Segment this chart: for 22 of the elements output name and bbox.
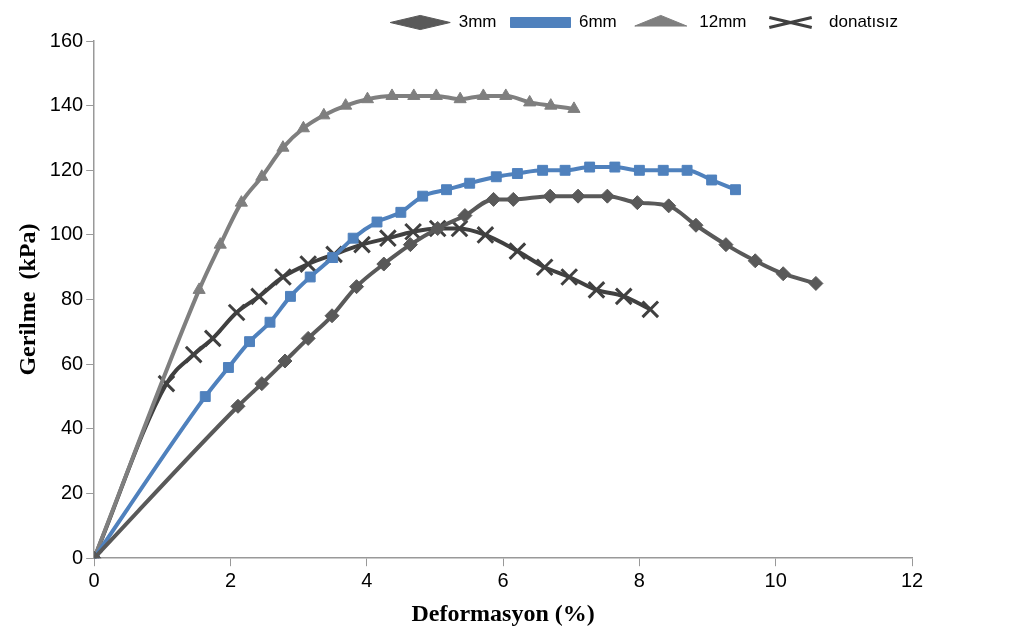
x-tick-label: 10 — [764, 568, 787, 591]
legend-label: donatısız — [829, 12, 899, 32]
x-tick-label: 8 — [633, 568, 645, 591]
y-tick-label: 20 — [60, 481, 84, 504]
y-tick-label: 140 — [49, 93, 84, 116]
y-tick-label: 120 — [49, 157, 84, 180]
y-tick-label: 80 — [60, 287, 84, 310]
y-tick-label: 0 — [72, 545, 84, 568]
y-tick-label: 60 — [60, 351, 84, 374]
y-tick-label: 160 — [49, 28, 84, 51]
x-tick-label: 4 — [361, 568, 373, 591]
x-tick-label: 0 — [88, 568, 100, 591]
x-axis-title: Deformasyon (%) — [411, 599, 595, 626]
y-tick-label: 100 — [49, 222, 84, 245]
x-tick-label: 12 — [900, 568, 924, 591]
y-tick-label: 40 — [60, 416, 84, 439]
legend-label: 6mm — [579, 12, 617, 32]
x-tick-label: 2 — [224, 568, 237, 591]
legend-label: 3mm — [458, 12, 497, 32]
x-tick-label: 6 — [497, 568, 509, 591]
y-axis-title: Gerilme (kPa) — [13, 223, 40, 376]
legend-label: 12mm — [699, 12, 747, 32]
